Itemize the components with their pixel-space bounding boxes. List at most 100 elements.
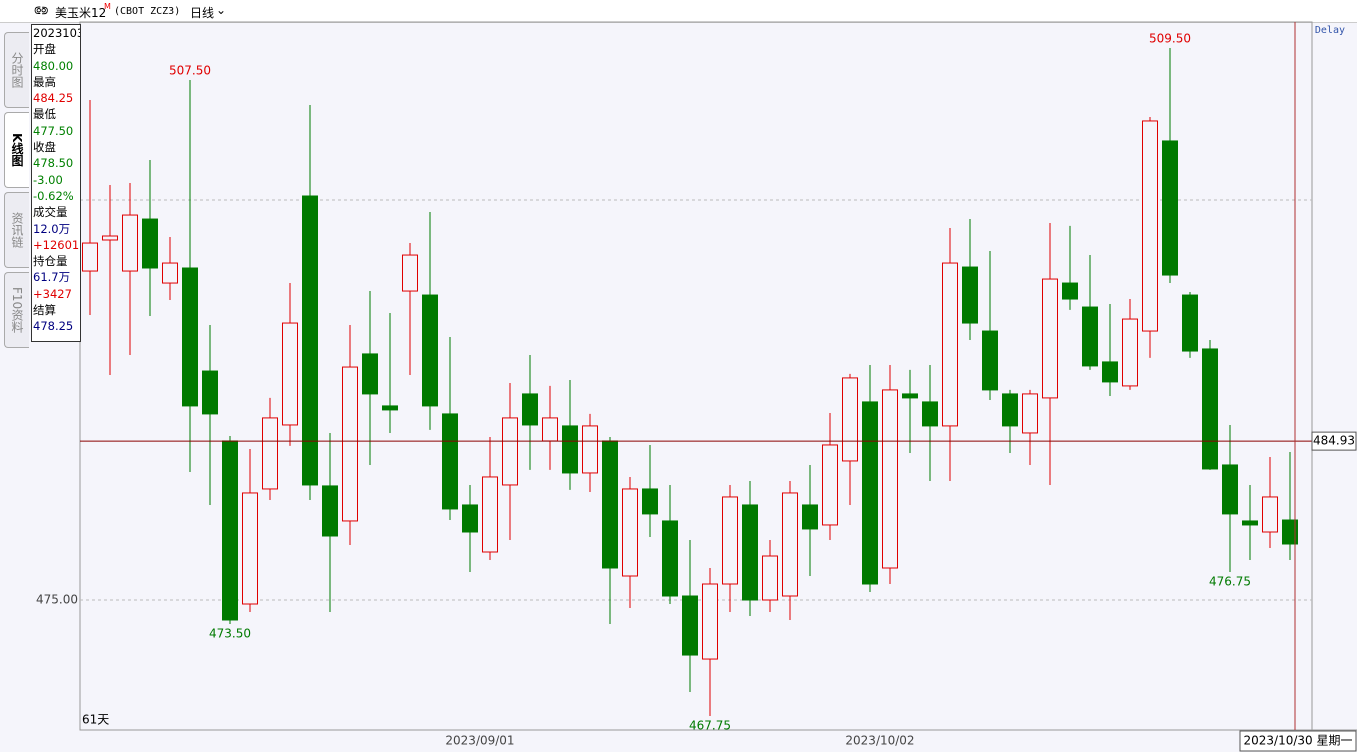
candle-down bbox=[362, 353, 378, 395]
chevron[interactable]: ⌄ bbox=[216, 3, 227, 17]
candle-down bbox=[1242, 520, 1258, 526]
info-item: 484.25 bbox=[33, 91, 74, 106]
candle-down bbox=[302, 195, 318, 486]
info-item: 20231030 bbox=[33, 26, 80, 40]
candle-down bbox=[1202, 348, 1218, 470]
candle-up bbox=[102, 235, 118, 241]
candle-down bbox=[1062, 282, 1078, 300]
low-label: 467.75 bbox=[689, 719, 731, 733]
candle-down bbox=[682, 595, 698, 656]
candle-up bbox=[482, 476, 498, 553]
info-item: 收盘 bbox=[33, 140, 56, 155]
symbol[interactable]: 美玉米12 bbox=[55, 6, 107, 20]
candle-down bbox=[922, 401, 938, 427]
candle-down bbox=[602, 440, 618, 569]
candle-down bbox=[962, 266, 978, 324]
candle-up bbox=[402, 254, 418, 292]
tab[interactable]: 分时图 bbox=[4, 32, 29, 108]
candle-up bbox=[122, 214, 138, 272]
candle-down bbox=[1162, 140, 1178, 276]
x-tick-label: 2023/09/01 bbox=[445, 734, 514, 748]
candle-down bbox=[462, 504, 478, 533]
candle-down bbox=[1102, 361, 1118, 383]
high-label: 509.50 bbox=[1149, 32, 1191, 46]
candle-up bbox=[1022, 393, 1038, 434]
tab[interactable]: F10资料 bbox=[4, 272, 29, 348]
info-item: 结算 bbox=[33, 303, 56, 318]
candle-down bbox=[862, 401, 878, 585]
candle-down bbox=[1002, 393, 1018, 427]
y-tick-label: 475.00 bbox=[36, 593, 78, 607]
info-item: +12601 bbox=[33, 237, 80, 252]
side-tabs: 分时图 K线图资讯链 F10资料 bbox=[0, 22, 30, 752]
delay-label: Delay bbox=[1315, 25, 1345, 36]
info-item: 成交量 bbox=[33, 205, 68, 220]
candle-up bbox=[262, 417, 278, 490]
candle-down bbox=[442, 413, 458, 510]
candle-up bbox=[342, 366, 358, 522]
candle-up bbox=[942, 262, 958, 427]
candle-up bbox=[762, 555, 778, 601]
period-select[interactable]: 日线 bbox=[190, 6, 215, 20]
info-item: 477.50 bbox=[33, 123, 74, 138]
candle-down bbox=[382, 405, 398, 411]
candle-down bbox=[202, 370, 218, 415]
tab[interactable]: K线图 bbox=[4, 112, 29, 188]
candle-up bbox=[722, 496, 738, 585]
candle-down bbox=[662, 520, 678, 597]
tab[interactable]: 资讯链 bbox=[4, 192, 29, 268]
info-item: 持仓量 bbox=[33, 254, 68, 269]
candle-up bbox=[1142, 120, 1158, 332]
info-item: 最高 bbox=[33, 74, 56, 89]
crosshair-price-box bbox=[1311, 431, 1357, 451]
candle-down bbox=[1282, 519, 1298, 545]
candle-up bbox=[622, 488, 638, 577]
info-item: 480.00 bbox=[33, 58, 74, 73]
info-item: 开盘 bbox=[33, 42, 56, 57]
candle-up bbox=[282, 322, 298, 426]
candle-down bbox=[182, 267, 198, 407]
info-item: 12.0万 bbox=[33, 221, 71, 236]
candle-down bbox=[142, 218, 158, 269]
candle-up bbox=[582, 425, 598, 474]
candle-down bbox=[222, 440, 238, 621]
candle-up bbox=[82, 242, 98, 272]
candle-up bbox=[822, 444, 838, 526]
candle-up bbox=[1042, 278, 1058, 399]
candle-down bbox=[982, 330, 998, 391]
high-label: 507.50 bbox=[169, 64, 211, 78]
x-tick-label: 2023/10/02 bbox=[845, 734, 914, 748]
candle-up bbox=[702, 583, 718, 660]
info-item: 61.7万 bbox=[33, 270, 71, 285]
candle-up bbox=[842, 377, 858, 462]
candle-down bbox=[642, 488, 658, 515]
candle-up bbox=[162, 262, 178, 284]
icon: ⟃⟄ bbox=[34, 3, 49, 17]
crosshair-date: 2023/10/30 星期一 bbox=[1244, 734, 1353, 748]
symbol-suffix: M bbox=[104, 2, 111, 11]
candle-down bbox=[322, 485, 338, 537]
candle-down bbox=[1082, 306, 1098, 367]
low-label: 476.75 bbox=[1209, 575, 1251, 589]
info-item: 最低 bbox=[33, 107, 56, 122]
crosshair-date-box bbox=[1239, 730, 1357, 752]
candle-down bbox=[1182, 294, 1198, 352]
crosshair-price: 484.93 bbox=[1313, 434, 1355, 448]
info-item: 478.50 bbox=[33, 156, 74, 171]
candle-down bbox=[742, 504, 758, 601]
candle-up bbox=[1122, 318, 1138, 387]
candle-up bbox=[782, 492, 798, 597]
info-item: 478.25 bbox=[33, 319, 74, 334]
bar-count: 61天 bbox=[82, 713, 109, 727]
candle-up bbox=[1262, 496, 1278, 533]
info-item: -0.62% bbox=[33, 188, 74, 203]
info-item: +3427 bbox=[33, 286, 72, 301]
candle-up bbox=[502, 417, 518, 486]
candle-up bbox=[882, 389, 898, 569]
candle-down bbox=[522, 393, 538, 426]
symbol-code: (CBOT ZCZ3) bbox=[114, 6, 181, 17]
candle-up bbox=[542, 417, 558, 442]
